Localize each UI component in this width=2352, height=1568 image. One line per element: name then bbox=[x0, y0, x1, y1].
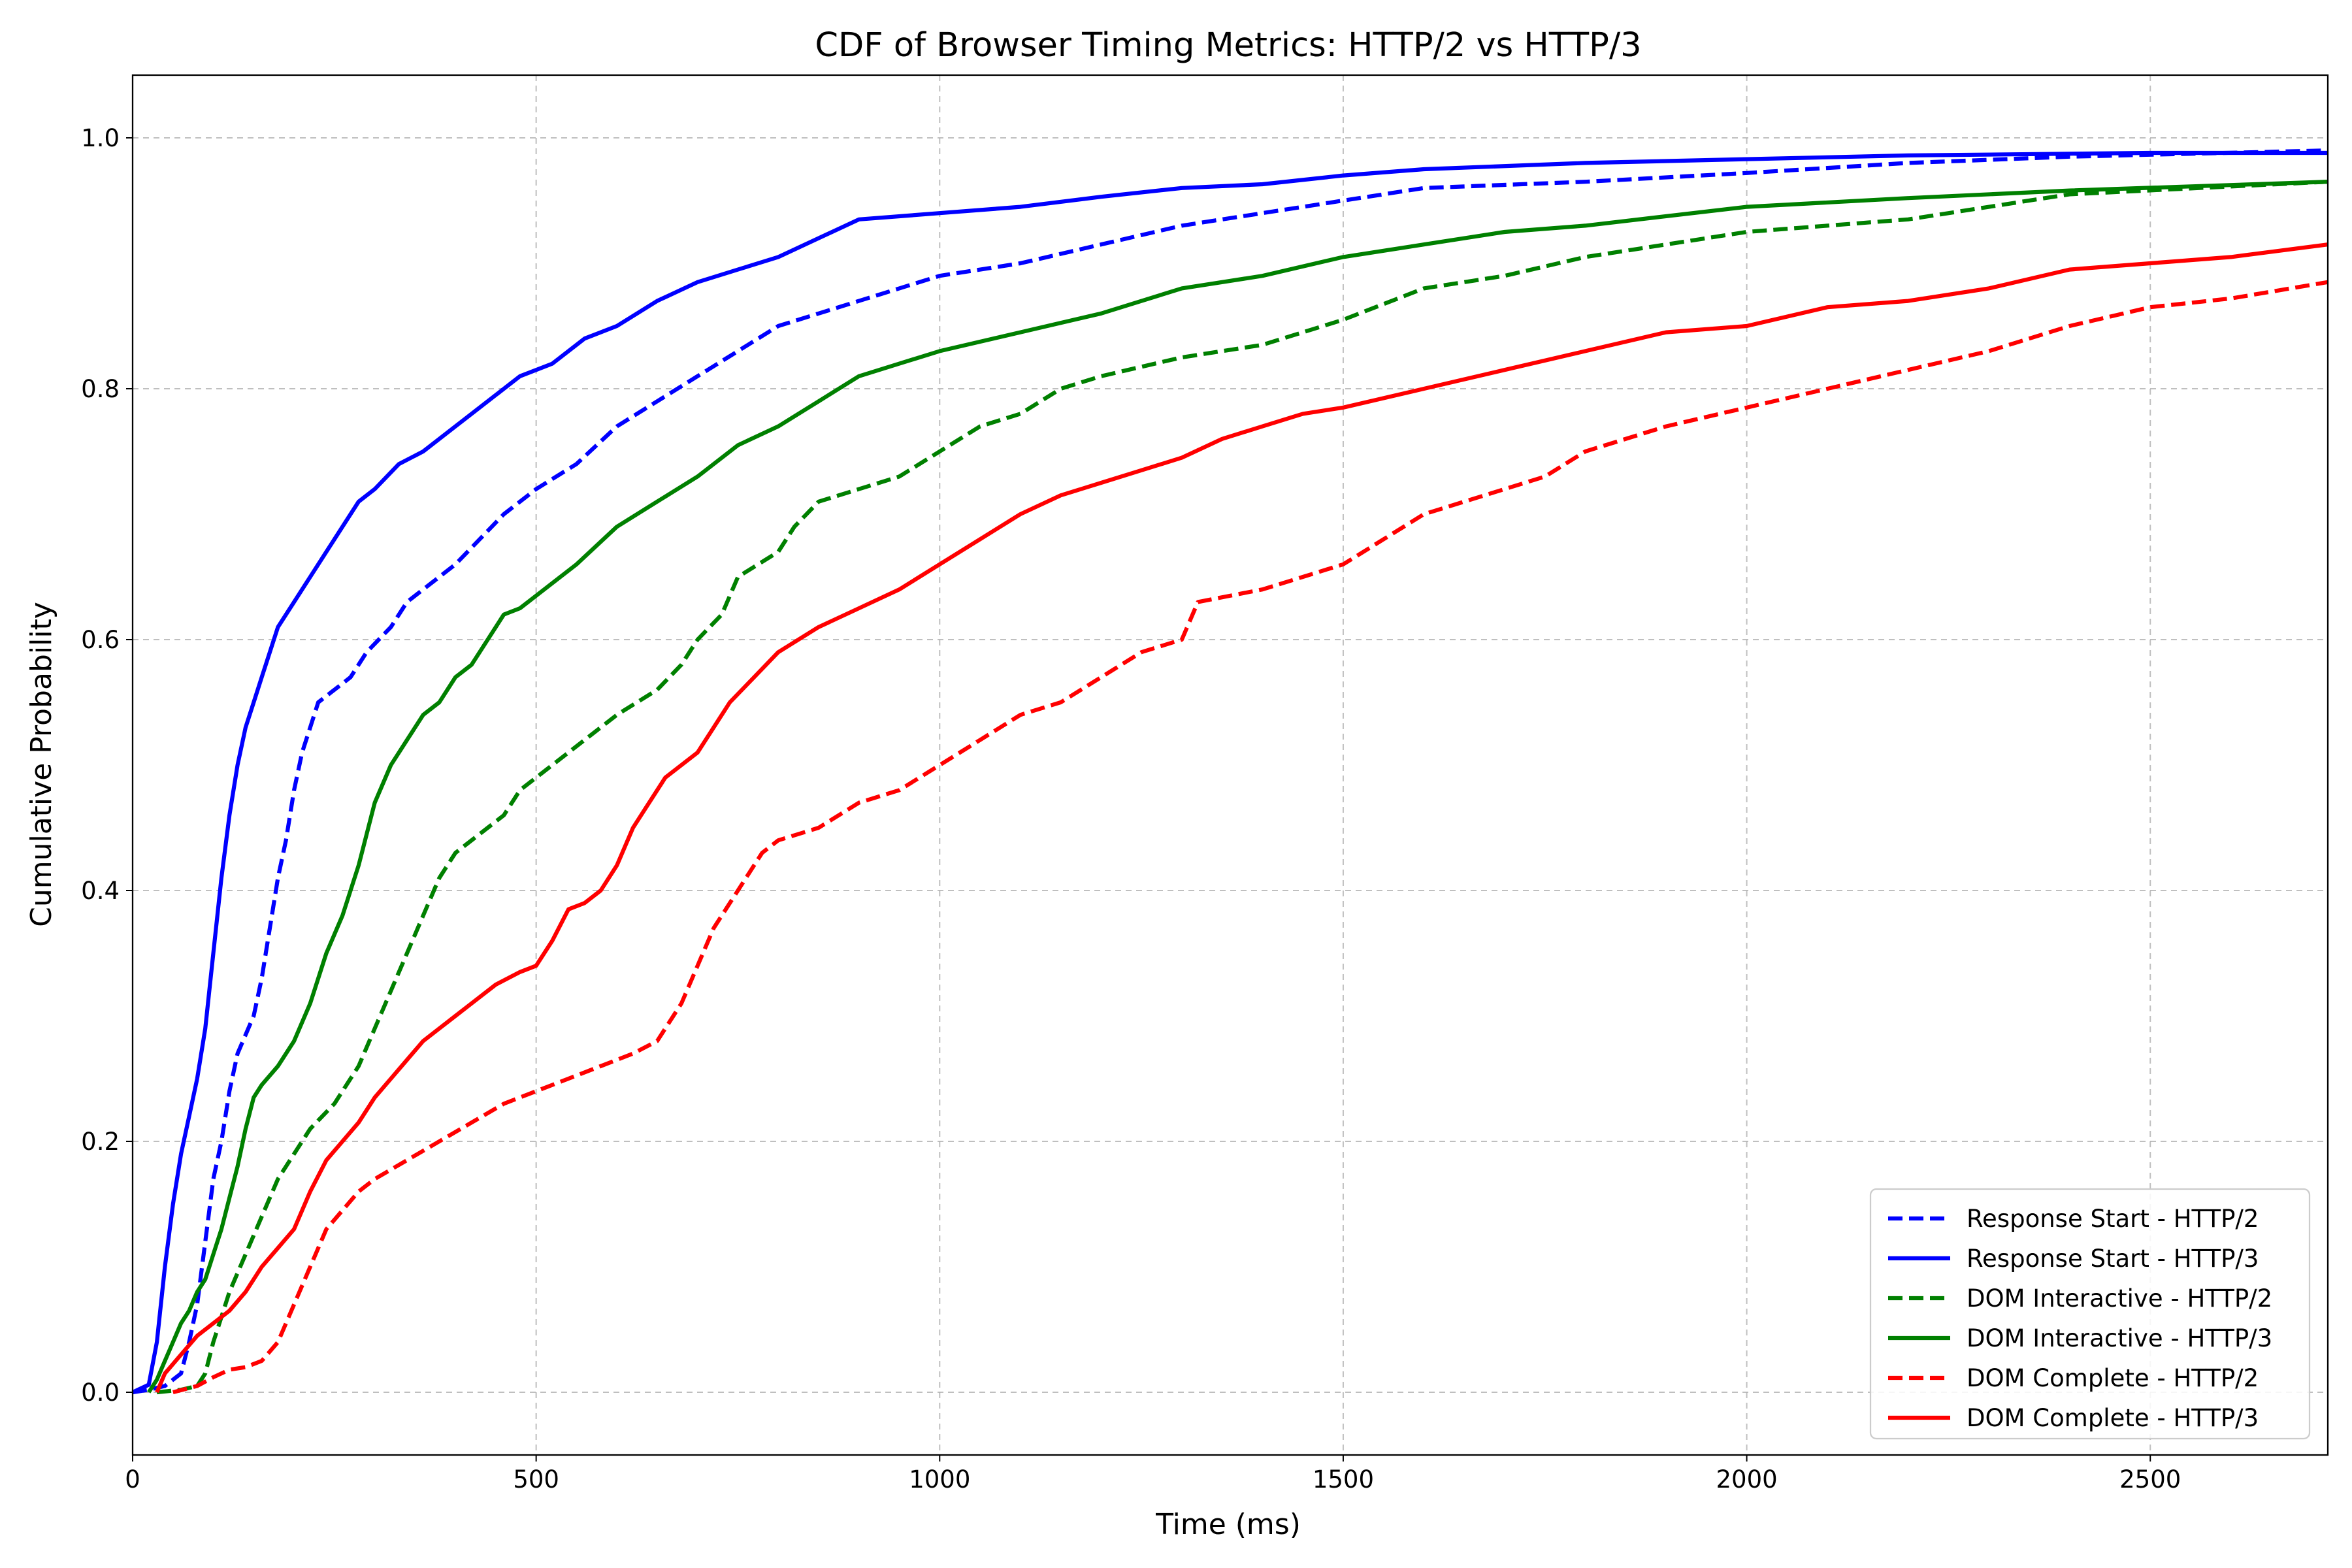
chart-title: CDF of Browser Timing Metrics: HTTP/2 vs… bbox=[815, 26, 1641, 65]
x-tick-label: 2500 bbox=[2119, 1465, 2181, 1494]
legend-label: DOM Interactive - HTTP/3 bbox=[1967, 1324, 2272, 1352]
x-tick-label: 500 bbox=[513, 1465, 559, 1494]
series-line-2 bbox=[156, 180, 2328, 1395]
legend-label: DOM Interactive - HTTP/2 bbox=[1967, 1284, 2272, 1313]
y-tick-label: 0.2 bbox=[81, 1128, 120, 1156]
legend: Response Start - HTTP/2 Response Start - … bbox=[1869, 1188, 2311, 1440]
x-tick-label: 1500 bbox=[1313, 1465, 1374, 1494]
y-tick-label: 1.0 bbox=[81, 124, 120, 152]
ticks-layer: 0 500 1000 1500 2000 2500 0.0 0.2 0.4 0.6 0.8 1.0 bbox=[81, 124, 2181, 1494]
x-tick-label: 0 bbox=[125, 1465, 140, 1494]
legend-label: Response Start - HTTP/3 bbox=[1967, 1245, 2259, 1273]
y-tick-label: 0.4 bbox=[81, 877, 120, 905]
legend-label: DOM Complete - HTTP/2 bbox=[1967, 1364, 2259, 1392]
series-layer bbox=[131, 148, 2328, 1395]
x-axis-label: Time (ms) bbox=[1155, 1508, 1301, 1541]
plot-frame bbox=[131, 74, 2329, 1456]
x-tick-label: 1000 bbox=[909, 1465, 970, 1494]
legend-items: Response Start - HTTP/2 Response Start - … bbox=[1888, 1205, 2272, 1432]
grid-layer bbox=[132, 75, 2328, 1455]
series-line-3 bbox=[147, 180, 2328, 1394]
series-line-5 bbox=[155, 242, 2328, 1394]
x-tick-label: 2000 bbox=[1716, 1465, 1778, 1494]
series-line-1 bbox=[131, 150, 2328, 1394]
legend-label: Response Start - HTTP/2 bbox=[1967, 1205, 2259, 1233]
series-line-4 bbox=[172, 280, 2328, 1395]
legend-label: DOM Complete - HTTP/3 bbox=[1967, 1404, 2259, 1432]
y-tick-label: 0.0 bbox=[81, 1379, 120, 1407]
y-tick-label: 0.6 bbox=[81, 626, 120, 654]
y-axis-label: Cumulative Probability bbox=[25, 602, 58, 927]
series-line-0 bbox=[132, 148, 2328, 1395]
legend-box bbox=[1869, 1188, 2311, 1440]
y-tick-label: 0.8 bbox=[81, 375, 120, 403]
